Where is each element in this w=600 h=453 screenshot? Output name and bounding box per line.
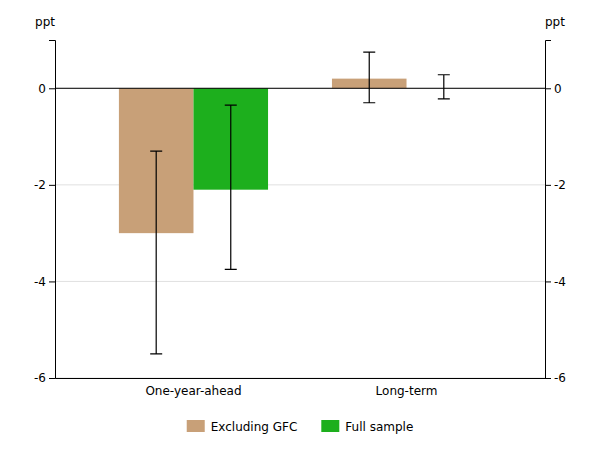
tick-mark [49, 185, 55, 186]
tick-label: One-year-ahead [145, 384, 241, 398]
error-bar [363, 52, 375, 103]
grid [55, 88, 545, 378]
y2-axis: -6 -4 -2 0 [545, 41, 566, 386]
marks [119, 52, 450, 354]
tick: -4 [34, 275, 55, 289]
legend-label: Full sample [345, 420, 413, 434]
tick-mark [49, 281, 55, 282]
error-bar [438, 75, 450, 99]
tick-label: Long-term [376, 384, 438, 398]
x-axis-line [56, 378, 546, 379]
tick-mark [49, 88, 55, 89]
y2-axis-label: ppt [545, 15, 565, 29]
chart: -6 -4 -2 0 -6 -4 -2 0 One-year-ahead Long-term ppt… [0, 0, 600, 453]
tick: 0 [38, 82, 55, 96]
tick-mark [545, 88, 551, 89]
legend-item: Full sample [321, 420, 413, 434]
tick: Long-term [376, 384, 438, 398]
y-axis-line [49, 41, 56, 379]
tick: -6 [34, 371, 55, 385]
tick: -4 [545, 275, 566, 289]
tick-mark [545, 281, 551, 282]
y-axis-label: ppt [35, 15, 55, 29]
y-axis: -6 -4 -2 0 [34, 41, 55, 386]
grid-line [55, 281, 545, 282]
x-axis: One-year-ahead Long-term [56, 379, 546, 398]
tick-label: -4 [554, 275, 566, 289]
plot: -6 -4 -2 0 -6 -4 -2 0 One-year-ahead Long-term ppt… [34, 15, 566, 398]
tick-label: -6 [554, 371, 566, 385]
tick-label: 0 [38, 82, 46, 96]
tick-mark [49, 378, 55, 379]
y2-axis-line [546, 41, 552, 379]
zero-line [55, 88, 545, 89]
legend-label: Excluding GFC [211, 420, 298, 434]
tick-mark [545, 378, 551, 379]
legend-item: Excluding GFC [187, 420, 298, 434]
tick-label: -2 [34, 178, 46, 192]
legend-swatch [321, 420, 339, 432]
tick-label: -4 [34, 275, 46, 289]
tick: -6 [545, 371, 566, 385]
tick: 0 [545, 82, 562, 96]
tick-label: -6 [34, 371, 46, 385]
tick-label: 0 [554, 82, 562, 96]
tick: -2 [545, 178, 566, 192]
legend: Excluding GFC Full sample [187, 420, 414, 434]
tick-mark [545, 185, 551, 186]
grid-line [55, 378, 545, 379]
tick-label: -2 [554, 178, 566, 192]
tick: -2 [34, 178, 55, 192]
grid-line [55, 88, 545, 89]
error-bar [225, 105, 237, 269]
tick: One-year-ahead [145, 384, 241, 398]
error-bar [150, 151, 162, 354]
legend-swatch [187, 420, 205, 432]
